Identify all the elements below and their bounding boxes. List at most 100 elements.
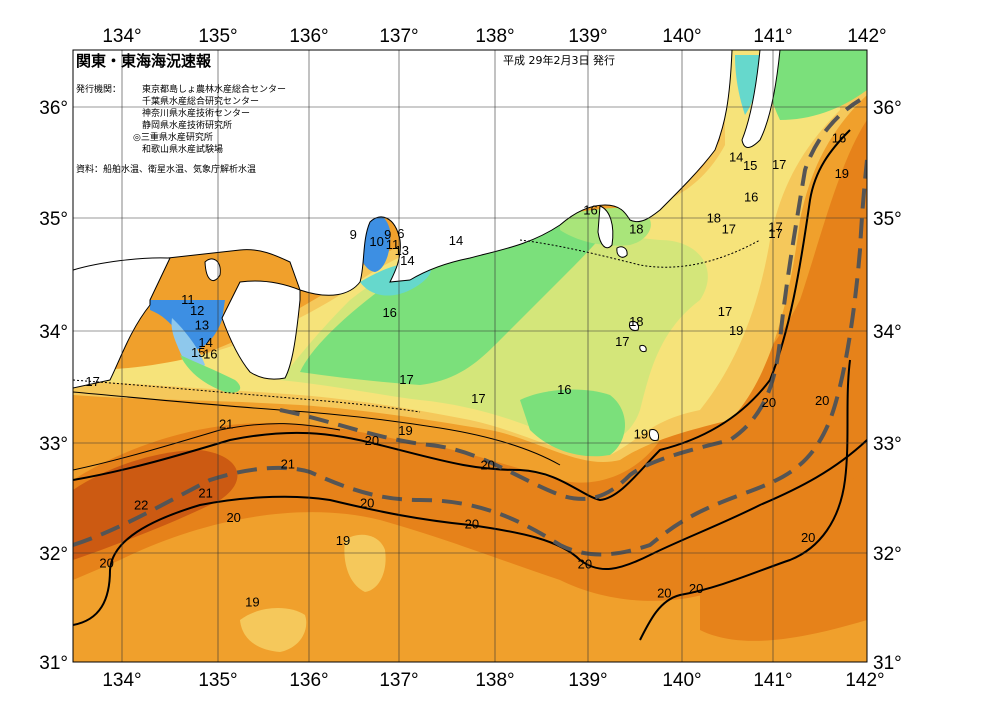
map-header: 関東・東海海況速報 平成 29年2月3日 発行 発行機関： 東京都島しょ農林水産… [76,52,615,175]
lon-tick-bottom: 138° [475,670,514,691]
isotherm-17 [73,379,421,413]
lon-tick-top: 136° [289,26,328,47]
isotherm-label: 6 [397,226,404,241]
lon-tick-top: 134° [102,26,141,47]
isotherm-label: 19 [835,166,849,181]
lon-tick-bottom: 142° [845,670,884,691]
issuer-item: 東京都島しょ農林水産総合センター [142,83,286,95]
lat-tick-right: 33° [873,434,902,455]
isotherm-label: 9 [350,227,357,242]
graticule [73,50,867,662]
isotherm-20-east-loop [639,359,851,641]
lon-tick-top: 139° [568,26,607,47]
isotherm-label: 21 [198,485,212,500]
niijima-island [629,321,639,331]
hachijo-island [649,429,659,441]
kii-channel-lightblue [171,318,205,367]
isotherm-label: 17 [615,334,629,349]
southeast-deep-region [700,470,867,641]
green-region [300,217,610,385]
lon-tick-bottom: 139° [568,670,607,691]
isotherm-label: 14 [449,233,463,248]
isotherm-label: 16 [382,305,396,320]
isotherm-label: 20 [360,495,374,510]
isotherm-label: 17 [768,219,782,234]
isotherm-label: 16 [832,130,846,145]
map-frame [72,49,868,663]
isotherm-label: 20 [365,433,379,448]
isotherm-label: 20 [762,395,776,410]
isotherm-label: 21 [219,416,233,431]
lon-tick-bottom: 140° [662,670,701,691]
isotherm-label: 10 [369,234,383,249]
issuer-item: 和歌山県水産試験場 [142,143,223,155]
isotherm-label: 17 [399,372,413,387]
isotherm-label: 20 [801,530,815,545]
land-masses [73,50,781,441]
isotherm-label: 19 [336,533,350,548]
isotherm-label: 19 [729,323,743,338]
issuer-item: 神奈川県水産技術センター [142,107,250,119]
isotherm-label: 14 [198,335,212,350]
map-title: 関東・東海海況速報 [76,52,212,70]
isotherm-label: 21 [281,456,295,471]
miyake-island [639,344,647,353]
lon-tick-bottom: 135° [198,670,237,691]
isotherm-label: 13 [195,317,209,332]
isotherm-label: 17 [772,157,786,172]
longitude-labels-bottom: 134° 135° 136° 137° 138° 139° 140° 141° … [102,670,884,691]
lat-tick-left: 32° [39,544,68,565]
lat-tick-left: 35° [39,209,68,230]
isotherm-label: 19 [634,426,648,441]
oshima-island [616,246,628,258]
issuer-item: 千葉県水産総合研究センター [142,95,259,107]
isotherm-label: 13 [395,243,409,258]
isotherm-label: 16 [583,203,597,218]
boso-peninsula [741,50,781,148]
isotherm-label: 14 [400,253,414,268]
issue-date: 平成 29年2月3日 発行 [503,53,615,67]
isotherm-label: 15 [191,345,205,360]
issuer-label: 発行機関： [76,83,121,95]
awaji-island [204,258,221,282]
isotherm-19 [73,391,561,466]
isotherm-label: 16 [203,346,217,361]
isotherm-label: 20 [226,510,240,525]
longitude-labels-top: 134° 135° 136° 137° 138° 139° 140° 141° … [102,26,886,47]
southern-lightorange-patch-2 [240,608,307,652]
data-sources: 資料：船舶水温、衛星水温、気象庁解析水温 [76,163,256,175]
isotherm-label: 16 [744,189,758,204]
isotherm-label: 20 [815,393,829,408]
isotherm-20-western [73,439,867,626]
isotherm-label: 20 [480,458,494,473]
isotherm-20-south [73,129,851,502]
isotherm-label: 11 [181,292,195,307]
kuroshio-axis-inner [279,98,862,501]
lat-tick-right: 36° [873,98,902,119]
kuroshio-axis-line [73,159,867,557]
lat-tick-right: 34° [873,322,902,343]
isotherm-label: 19 [398,423,412,438]
lon-tick-top: 135° [198,26,237,47]
isotherm-label: 20 [99,556,113,571]
kuroshio-axis [73,98,867,557]
isotherm-label: 14 [729,149,743,164]
isotherm-label: 20 [578,557,592,572]
kii-channel-green [180,355,241,393]
lon-tick-bottom: 141° [753,670,792,691]
isotherm-label: 20 [465,517,479,532]
lat-tick-left: 36° [39,98,68,119]
boso-green [760,50,867,120]
southern-lightorange-patch-1 [344,534,386,592]
lon-tick-bottom: 136° [289,670,328,691]
lon-tick-bottom: 134° [102,670,141,691]
lon-tick-top: 140° [662,26,701,47]
kii-channel-blue [150,300,225,351]
isotherm-label: 19 [245,594,259,609]
isotherm-label: 20 [689,581,703,596]
isotherm-label: 15 [743,158,757,173]
issuer-item: 静岡県水産技術研究所 [142,119,232,131]
isotherm-label: 20 [657,586,671,601]
